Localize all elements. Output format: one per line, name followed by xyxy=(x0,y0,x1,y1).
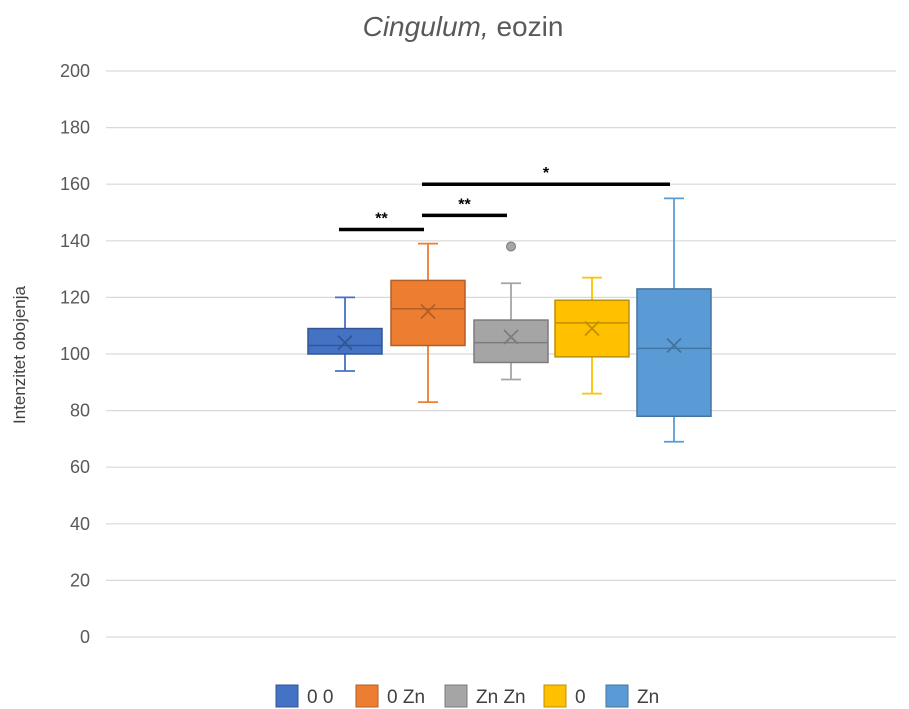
y-tick-label: 40 xyxy=(70,514,90,534)
legend-label: 0 0 xyxy=(307,687,333,708)
legend-swatch xyxy=(444,684,468,708)
y-tick-label: 180 xyxy=(60,118,90,138)
y-tick-label: 20 xyxy=(70,570,90,590)
box-iqr xyxy=(390,279,466,347)
significance-label: ** xyxy=(458,196,471,213)
mean-marker xyxy=(420,303,436,320)
legend: 0 0 0 Zn Zn Zn 0 Zn xyxy=(275,684,659,708)
y-tick-label: 80 xyxy=(70,401,90,421)
mean-marker xyxy=(666,337,682,354)
mean-marker xyxy=(337,335,353,351)
chart-title-italic: Cingulum, xyxy=(363,11,489,42)
significance-label: ** xyxy=(375,210,388,227)
legend-swatch xyxy=(355,684,379,708)
mean-marker xyxy=(503,329,519,345)
legend-swatch xyxy=(275,684,299,708)
box-iqr xyxy=(636,288,712,418)
legend-swatch xyxy=(605,684,629,708)
outlier-point xyxy=(506,241,516,252)
box-iqr xyxy=(473,319,549,364)
y-tick-label: 200 xyxy=(60,61,90,81)
y-tick-label: 160 xyxy=(60,174,90,194)
chart-title: Cingulum, eozin xyxy=(363,11,564,42)
y-axis-title: Intenzitet obojenja xyxy=(10,285,29,424)
y-axis-ticks: 0 20 40 60 80 100 120 140 160 180 200 xyxy=(60,61,90,647)
legend-label: Zn xyxy=(637,687,659,708)
y-tick-label: 0 xyxy=(80,627,90,647)
legend-label: 0 xyxy=(575,687,586,708)
y-tick-label: 60 xyxy=(70,457,90,477)
legend-label: 0 Zn xyxy=(387,687,425,708)
y-tick-label: 100 xyxy=(60,344,90,364)
legend-swatch xyxy=(543,684,567,708)
mean-marker xyxy=(584,320,600,337)
boxes xyxy=(307,197,712,443)
box-0-zn xyxy=(390,242,466,404)
box-0 xyxy=(554,276,630,395)
box-0-0 xyxy=(307,296,383,372)
y-tick-label: 140 xyxy=(60,231,90,251)
significance-annotations: ***** xyxy=(339,165,670,232)
significance-label: * xyxy=(543,165,550,182)
chart-title-rest: eozin xyxy=(489,11,564,42)
legend-label: Zn Zn xyxy=(476,687,526,708)
box-zn xyxy=(636,197,712,443)
y-tick-label: 120 xyxy=(60,287,90,307)
box-iqr xyxy=(307,327,383,355)
box-zn-zn xyxy=(473,241,549,381)
